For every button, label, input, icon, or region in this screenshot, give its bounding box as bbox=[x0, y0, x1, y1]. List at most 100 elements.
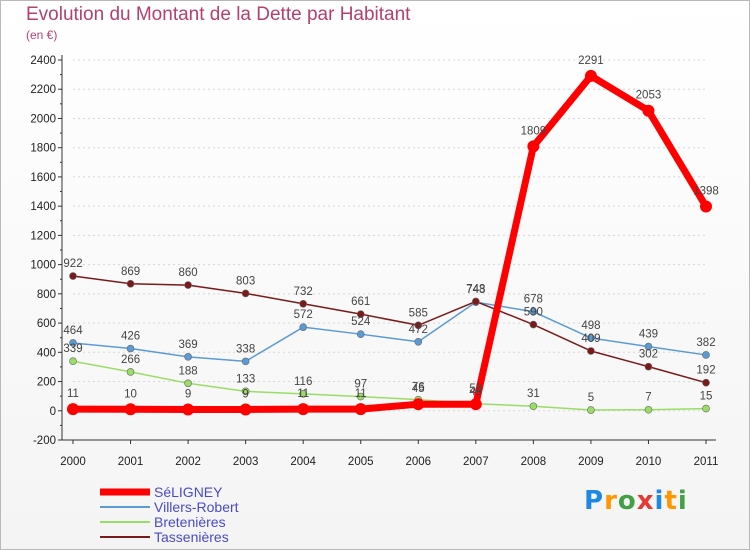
x-tick-label: 2002 bbox=[175, 456, 201, 468]
logo-letter: r bbox=[604, 486, 618, 516]
series-tasseni-res bbox=[69, 272, 710, 387]
data-label: 302 bbox=[639, 349, 658, 361]
data-label: 1398 bbox=[693, 185, 719, 197]
logo-letter: x bbox=[636, 486, 655, 516]
data-point bbox=[587, 406, 595, 414]
data-label: 590 bbox=[524, 307, 543, 319]
data-point bbox=[472, 297, 480, 306]
data-point bbox=[69, 272, 77, 280]
data-label: 116 bbox=[294, 376, 312, 388]
data-label: 9 bbox=[185, 388, 191, 400]
chart-title: Evolution du Montant de la Dette par Hab… bbox=[26, 4, 411, 25]
data-label: 7 bbox=[645, 392, 651, 404]
data-point bbox=[356, 310, 365, 318]
data-point bbox=[702, 404, 710, 413]
x-tick-label: 2008 bbox=[521, 456, 547, 468]
series-line bbox=[72, 72, 709, 413]
proxiti-logo: Proxiti bbox=[584, 486, 688, 516]
data-point bbox=[184, 353, 192, 361]
series-s-ligney bbox=[67, 69, 712, 416]
y-tick-label: 1800 bbox=[30, 143, 56, 155]
data-point bbox=[241, 357, 250, 366]
data-label: 922 bbox=[63, 258, 82, 270]
data-label: 5 bbox=[588, 392, 594, 404]
legend-label: Bretenières bbox=[154, 514, 226, 530]
data-point bbox=[124, 403, 137, 416]
data-point bbox=[414, 337, 423, 346]
data-label: 869 bbox=[121, 266, 140, 278]
data-label: 11 bbox=[67, 388, 79, 400]
x-tick-label: 2003 bbox=[233, 456, 259, 468]
data-point bbox=[644, 405, 653, 414]
data-point bbox=[354, 403, 367, 416]
legend-label: Tassenières bbox=[154, 529, 229, 545]
data-point bbox=[644, 342, 653, 351]
x-tick-label: 2000 bbox=[60, 456, 86, 468]
data-point bbox=[299, 299, 307, 308]
data-point bbox=[184, 379, 192, 388]
data-label: 133 bbox=[236, 373, 255, 385]
axes bbox=[61, 55, 716, 441]
data-label: 31 bbox=[527, 388, 540, 400]
data-point bbox=[702, 378, 710, 387]
data-label: 803 bbox=[236, 275, 255, 287]
x-axis-ticks: 2000 2001 2002 2003 2004 2005 2006 2007 2008 2009… bbox=[60, 440, 718, 468]
data-point bbox=[587, 347, 595, 355]
data-point bbox=[529, 402, 538, 411]
y-tick-label: 400 bbox=[37, 347, 56, 359]
data-point bbox=[529, 320, 538, 329]
data-point bbox=[182, 403, 195, 416]
y-tick-label: 200 bbox=[37, 377, 56, 389]
x-tick-label: 2009 bbox=[578, 456, 604, 468]
legend-label: Villers-Robert bbox=[154, 499, 239, 515]
y-tick-label: -200 bbox=[33, 435, 56, 447]
logo-letter: t bbox=[664, 486, 678, 516]
data-label: 585 bbox=[409, 307, 428, 319]
data-point bbox=[700, 200, 712, 213]
data-label: 338 bbox=[236, 343, 255, 355]
data-point bbox=[414, 321, 423, 330]
legend-item: Tassenières bbox=[100, 529, 229, 545]
y-tick-label: 1000 bbox=[30, 260, 56, 272]
data-label: 732 bbox=[294, 286, 313, 298]
data-point bbox=[529, 307, 538, 316]
data-label: 472 bbox=[409, 324, 428, 336]
data-label: 48 bbox=[469, 386, 482, 398]
grid-lines bbox=[73, 59, 706, 441]
data-point bbox=[241, 289, 250, 298]
data-label: 10 bbox=[124, 388, 137, 400]
data-label: 45 bbox=[412, 383, 425, 395]
data-label: 339 bbox=[63, 343, 82, 355]
data-label: 382 bbox=[696, 337, 715, 349]
data-label: 192 bbox=[696, 365, 715, 377]
data-point bbox=[469, 398, 482, 411]
data-label: 498 bbox=[581, 320, 600, 332]
data-label: 678 bbox=[524, 294, 543, 306]
logo-letter: i bbox=[654, 486, 665, 516]
data-point bbox=[587, 334, 595, 342]
series-villers-robert bbox=[69, 298, 710, 366]
data-point bbox=[239, 403, 252, 416]
data-label: 11 bbox=[355, 388, 367, 400]
legend: SéLIGNEYVillers-RobertBretenièresTasseni… bbox=[100, 484, 239, 545]
legend-item: Bretenières bbox=[100, 514, 226, 530]
y-tick-label: 2400 bbox=[30, 55, 56, 67]
series-line bbox=[72, 360, 707, 411]
x-tick-label: 2001 bbox=[118, 456, 144, 468]
y-axis-ticks: -200 0 200 400 600 800 1000 1200 1400 1600 1800 200… bbox=[30, 55, 62, 447]
data-label: 439 bbox=[639, 329, 658, 341]
data-label: 661 bbox=[351, 296, 370, 308]
y-tick-label: 800 bbox=[37, 289, 56, 301]
y-tick-label: 1200 bbox=[30, 230, 56, 242]
y-tick-label: 2000 bbox=[30, 113, 56, 125]
data-label: 860 bbox=[178, 267, 197, 279]
x-tick-label: 2011 bbox=[694, 456, 719, 468]
data-label: 11 bbox=[297, 388, 309, 400]
legend-label: SéLIGNEY bbox=[154, 484, 223, 500]
x-tick-label: 2010 bbox=[636, 456, 662, 468]
data-point bbox=[356, 330, 365, 338]
data-point bbox=[584, 69, 597, 82]
data-label: 572 bbox=[294, 309, 313, 321]
logo-letter: P bbox=[584, 486, 605, 516]
series-group bbox=[67, 69, 712, 416]
